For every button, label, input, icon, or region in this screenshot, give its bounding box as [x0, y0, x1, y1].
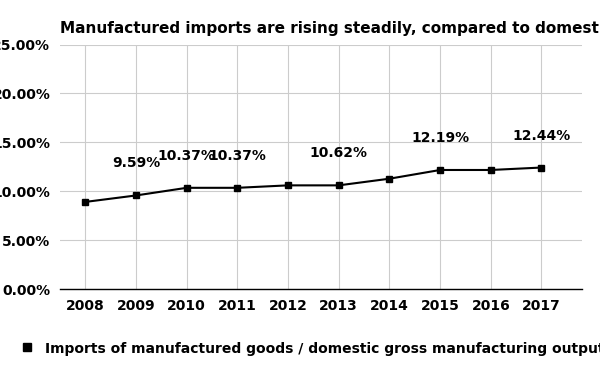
Text: 12.44%: 12.44% — [512, 128, 571, 142]
Text: 10.37%: 10.37% — [208, 149, 266, 163]
Text: Manufactured imports are rising steadily, compared to domestic production: Manufactured imports are rising steadily… — [60, 22, 600, 36]
Text: 10.37%: 10.37% — [158, 149, 215, 163]
Text: 10.62%: 10.62% — [310, 147, 368, 160]
Legend: Imports of manufactured goods / domestic gross manufacturing output: Imports of manufactured goods / domestic… — [20, 342, 600, 356]
Text: 12.19%: 12.19% — [411, 131, 469, 145]
Text: 9.59%: 9.59% — [112, 157, 160, 170]
